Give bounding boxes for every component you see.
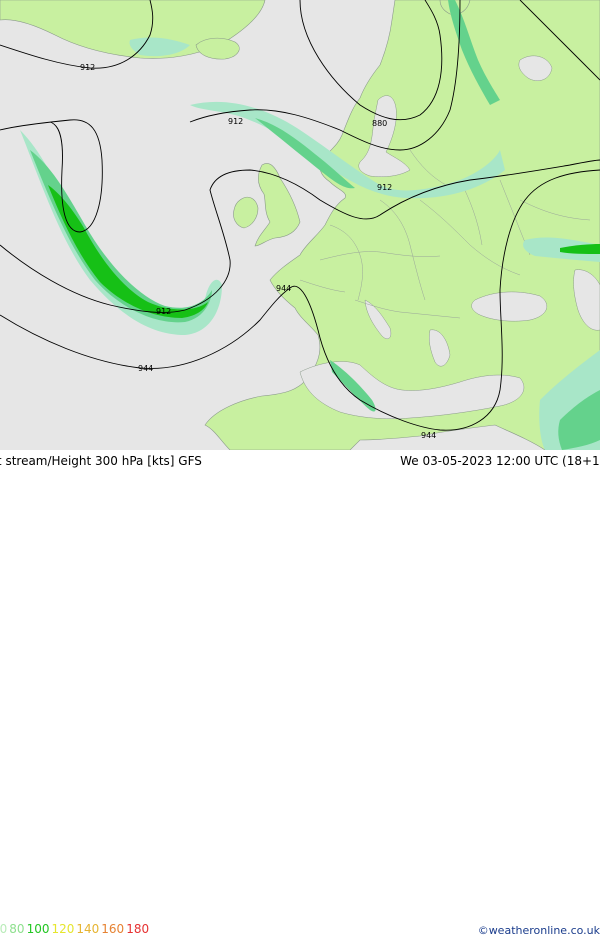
legend-item: 160 xyxy=(101,922,125,936)
map-footer: Jet stream/Height 300 hPa [kts] GFS We 0… xyxy=(0,450,600,937)
map-title: Jet stream/Height 300 hPa [kts] GFS xyxy=(0,454,202,468)
legend-item: 60 xyxy=(0,922,8,936)
contour-label: 912 xyxy=(80,63,95,72)
weather-map: 912 912 880 912 944 912 944 944 xyxy=(0,0,600,450)
legend-item: 140 xyxy=(76,922,100,936)
contour-label: 912 xyxy=(228,117,243,126)
inland-seas xyxy=(299,55,600,419)
legend-item: 80 xyxy=(9,922,25,936)
contour-label: 912 xyxy=(377,183,392,192)
jet-stream-shading xyxy=(20,0,600,450)
map-canvas: 912 912 880 912 944 912 944 944 xyxy=(0,0,600,450)
map-datetime: We 03-05-2023 12:00 UTC (18+18) xyxy=(400,454,600,468)
wind-speed-legend: 6080100120140160180 xyxy=(0,922,151,936)
contour-label: 880 xyxy=(372,119,387,128)
contour-label: 944 xyxy=(276,284,291,293)
legend-item: 100 xyxy=(26,922,50,936)
height-contours xyxy=(0,0,600,431)
contour-labels: 912 912 880 912 944 912 944 944 xyxy=(80,63,436,440)
legend-item: 120 xyxy=(51,922,75,936)
contour-label: 944 xyxy=(138,364,153,373)
contour-label: 912 xyxy=(156,307,171,316)
contour-label: 944 xyxy=(421,431,436,440)
legend-item: 180 xyxy=(126,922,150,936)
credit-link[interactable]: ©weatheronline.co.uk xyxy=(477,924,600,937)
